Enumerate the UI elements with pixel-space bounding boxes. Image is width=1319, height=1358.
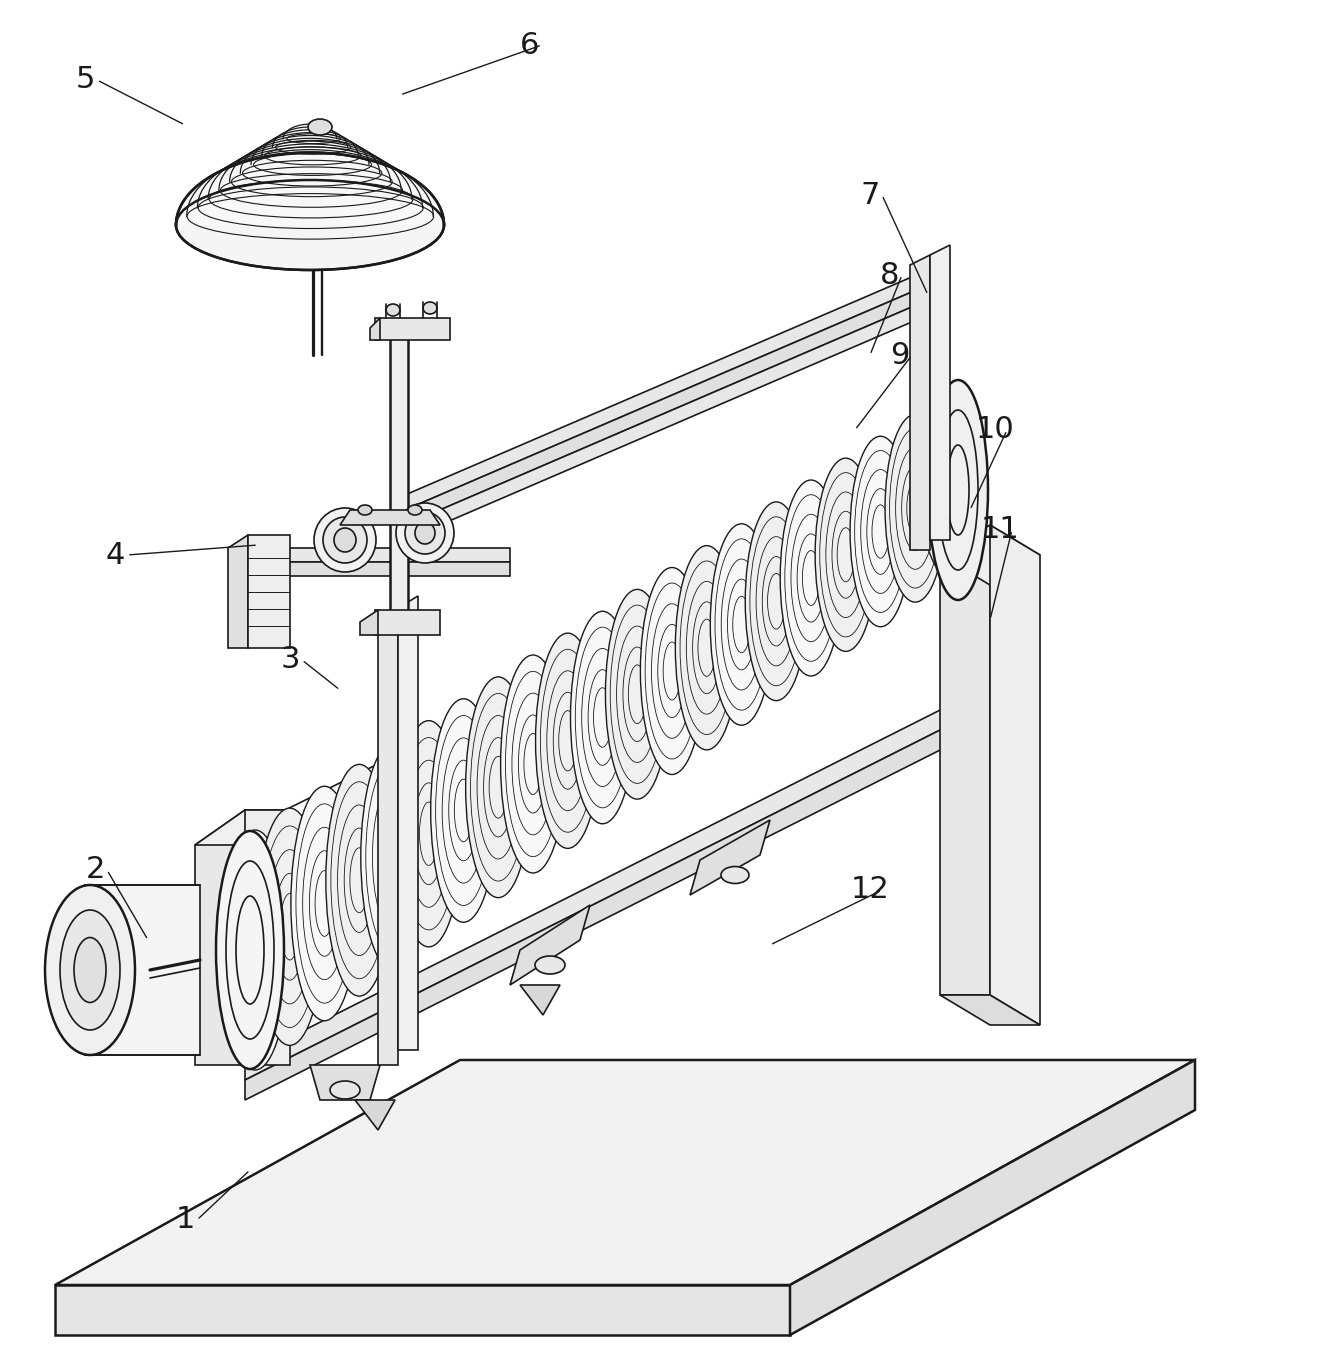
Text: 7: 7 [860, 181, 880, 209]
Polygon shape [930, 244, 950, 540]
Polygon shape [175, 152, 445, 225]
Ellipse shape [216, 831, 284, 1069]
Text: 12: 12 [851, 876, 889, 904]
Text: 3: 3 [280, 645, 299, 675]
Polygon shape [248, 535, 290, 648]
Ellipse shape [309, 120, 332, 134]
Polygon shape [228, 535, 248, 648]
Text: 1: 1 [175, 1206, 195, 1234]
Ellipse shape [396, 721, 462, 947]
Ellipse shape [466, 676, 530, 898]
Text: 2: 2 [86, 856, 104, 884]
Ellipse shape [745, 502, 807, 701]
Polygon shape [510, 904, 590, 985]
Polygon shape [245, 562, 510, 576]
Polygon shape [355, 1100, 394, 1130]
Ellipse shape [721, 866, 749, 884]
Ellipse shape [386, 304, 400, 316]
Polygon shape [520, 985, 561, 1014]
Ellipse shape [222, 830, 289, 1070]
Polygon shape [245, 809, 290, 1065]
Ellipse shape [919, 392, 980, 577]
Ellipse shape [781, 479, 842, 676]
Polygon shape [245, 720, 960, 1100]
Ellipse shape [175, 181, 445, 270]
Polygon shape [55, 1285, 790, 1335]
Text: 4: 4 [106, 540, 125, 569]
Ellipse shape [291, 786, 357, 1021]
Ellipse shape [59, 910, 120, 1029]
Polygon shape [398, 300, 929, 543]
Polygon shape [195, 809, 290, 845]
Ellipse shape [408, 505, 422, 515]
Ellipse shape [396, 502, 454, 564]
Ellipse shape [929, 380, 988, 600]
Polygon shape [310, 1065, 380, 1100]
Polygon shape [195, 809, 245, 1065]
Polygon shape [398, 596, 418, 1050]
Ellipse shape [423, 301, 437, 314]
Text: 8: 8 [880, 261, 900, 289]
Polygon shape [790, 1061, 1195, 1335]
Ellipse shape [45, 885, 135, 1055]
Ellipse shape [605, 589, 669, 799]
Polygon shape [991, 526, 1039, 1025]
Polygon shape [375, 610, 441, 636]
Ellipse shape [405, 512, 445, 554]
Polygon shape [55, 1061, 1195, 1285]
Ellipse shape [571, 611, 634, 824]
Polygon shape [940, 526, 1039, 585]
Text: 6: 6 [520, 30, 539, 60]
Polygon shape [340, 511, 441, 526]
Polygon shape [390, 325, 408, 615]
Polygon shape [375, 318, 450, 340]
Polygon shape [910, 255, 930, 550]
Ellipse shape [815, 458, 876, 652]
Ellipse shape [885, 414, 946, 602]
Ellipse shape [314, 508, 376, 572]
Polygon shape [379, 608, 398, 1065]
Polygon shape [245, 699, 960, 1080]
Ellipse shape [361, 743, 427, 971]
Text: 9: 9 [890, 341, 910, 369]
Ellipse shape [675, 546, 739, 750]
Ellipse shape [431, 699, 496, 922]
Ellipse shape [357, 505, 372, 515]
Ellipse shape [415, 521, 435, 545]
Text: 5: 5 [75, 65, 95, 95]
Polygon shape [690, 820, 770, 895]
Ellipse shape [330, 1081, 360, 1099]
Polygon shape [940, 526, 991, 995]
Polygon shape [398, 270, 929, 513]
Ellipse shape [334, 528, 356, 551]
Polygon shape [940, 995, 1039, 1025]
Polygon shape [398, 285, 929, 528]
Text: 10: 10 [976, 416, 1014, 444]
Ellipse shape [851, 436, 911, 627]
Ellipse shape [256, 808, 323, 1046]
Ellipse shape [641, 568, 703, 774]
Polygon shape [371, 318, 380, 340]
Ellipse shape [711, 524, 773, 725]
Ellipse shape [323, 517, 367, 564]
Ellipse shape [536, 956, 565, 974]
Text: 11: 11 [980, 516, 1020, 545]
Polygon shape [245, 549, 510, 562]
Ellipse shape [74, 937, 106, 1002]
Ellipse shape [326, 765, 393, 997]
Ellipse shape [501, 655, 566, 873]
Ellipse shape [536, 633, 600, 849]
Polygon shape [360, 610, 379, 636]
Polygon shape [84, 885, 200, 1055]
